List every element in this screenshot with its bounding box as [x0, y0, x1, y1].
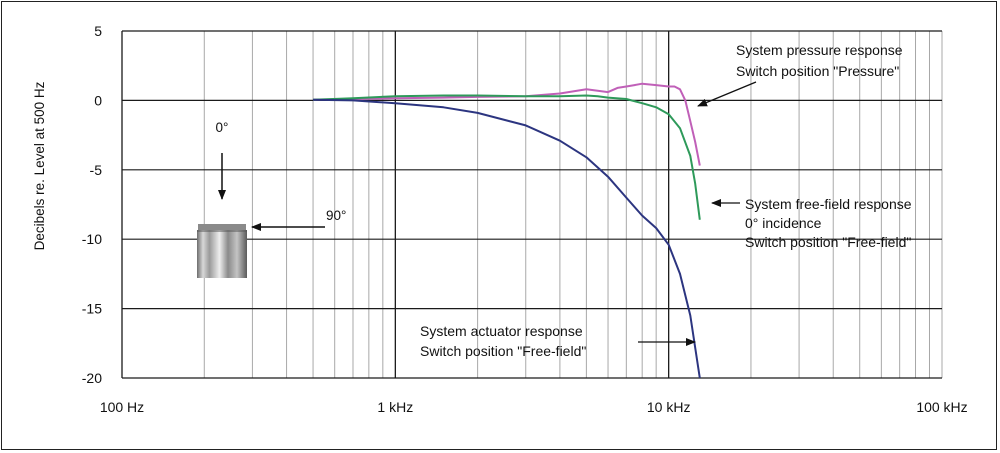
- microphone-illustration: [197, 224, 247, 278]
- y-tick-label: -20: [82, 370, 102, 386]
- series-line-actuator: [313, 98, 701, 379]
- annotation-free-field-line3: Switch position "Free-field": [745, 234, 911, 250]
- series-line-free-field: [313, 94, 701, 220]
- y-tick-label: 0: [94, 92, 102, 108]
- series-line-pressure: [313, 82, 701, 166]
- grid-lines: [121, 30, 943, 379]
- y-tick-label: -15: [82, 301, 102, 317]
- microphone-body: [197, 230, 247, 278]
- angle-90-label: 90°: [326, 208, 346, 223]
- y-tick-label: -10: [82, 231, 102, 247]
- microphone-grille: [198, 224, 246, 232]
- axes: 5 0 -5 -10 -15 -20 100 Hz 1 kHz 10 kHz 100 kHz: [82, 23, 968, 415]
- annotation-actuator-line2: Switch position "Free-field": [420, 343, 586, 359]
- y-tick-label: 5: [94, 23, 102, 39]
- x-tick-label: 100 kHz: [916, 399, 967, 415]
- y-axis-label: Decibels re. Level at 500 Hz: [32, 81, 47, 250]
- x-tick-label: 10 kHz: [647, 399, 691, 415]
- annotation-pressure-arrow: [697, 81, 757, 107]
- annotation-actuator-line1: System actuator response: [420, 323, 583, 339]
- annotation-free-field-line2: 0° incidence: [745, 215, 822, 231]
- series-lines: [313, 82, 701, 379]
- x-tick-label: 100 Hz: [100, 399, 144, 415]
- annotation-pressure-line2: Switch position "Pressure": [736, 63, 899, 79]
- angle-0-label: 0°: [216, 120, 229, 135]
- annotation-pressure-line1: System pressure response: [736, 42, 903, 58]
- x-tick-label: 1 kHz: [377, 399, 413, 415]
- y-tick-label: -5: [90, 162, 103, 178]
- annotation-free-field-line1: System free-field response: [745, 196, 912, 212]
